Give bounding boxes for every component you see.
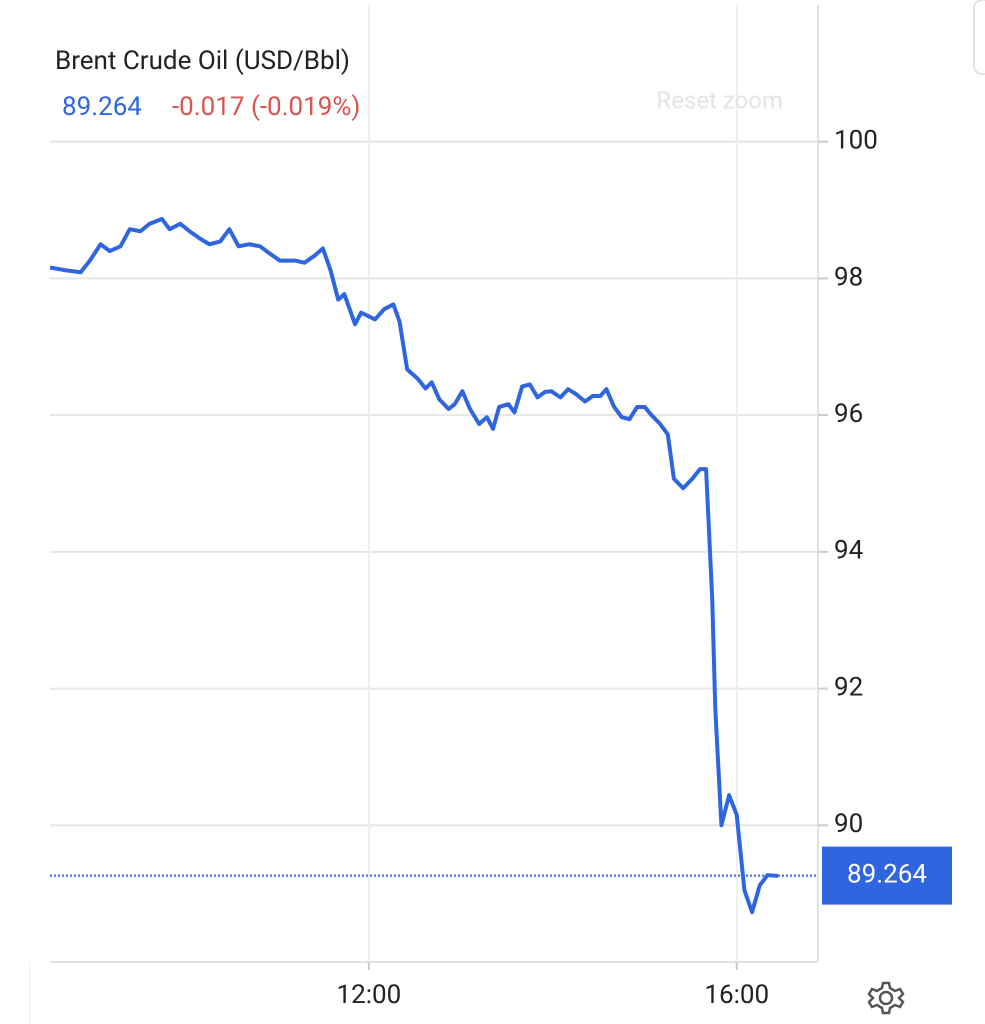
y-tick-label: 96 [834, 399, 863, 429]
y-tick-label: 100 [834, 126, 878, 156]
y-tick-label: 98 [834, 262, 863, 292]
chart-title: Brent Crude Oil (USD/Bbl) [55, 46, 350, 76]
reset-zoom-button[interactable]: Reset zoom [656, 86, 783, 114]
x-tick-label: 12:00 [336, 980, 401, 1010]
y-tick-label: 92 [834, 672, 863, 702]
y-tick-label: 94 [834, 536, 864, 566]
y-tick-label: 90 [834, 809, 863, 839]
price: 89.264 [62, 92, 142, 122]
settings-icon[interactable] [867, 981, 905, 1015]
price-line [49, 216, 779, 915]
last-value-label: 89.264 [847, 859, 927, 889]
x-tick-label: 16:00 [704, 980, 769, 1010]
side-panel-edge [973, 0, 985, 75]
last-value-badge [822, 846, 952, 905]
change: -0.017 (-0.019%) [172, 92, 360, 122]
